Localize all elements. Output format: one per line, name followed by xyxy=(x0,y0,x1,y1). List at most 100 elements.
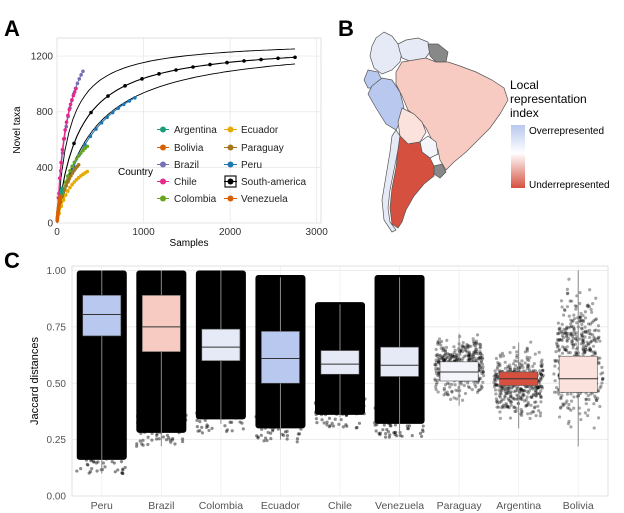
c-point xyxy=(504,391,509,396)
c-point xyxy=(520,398,524,402)
c-point xyxy=(156,423,160,428)
c-point xyxy=(167,436,171,440)
a-point xyxy=(64,183,69,188)
c-point xyxy=(382,407,386,411)
c-point xyxy=(506,404,510,408)
c-point xyxy=(572,327,576,332)
c-point xyxy=(262,439,266,443)
c-box xyxy=(380,346,419,377)
c-point xyxy=(453,383,457,387)
c-point xyxy=(524,403,528,408)
c-point xyxy=(331,424,336,428)
c-point xyxy=(452,345,456,349)
c-point xyxy=(512,405,516,410)
c-point xyxy=(110,460,114,464)
c-box xyxy=(439,361,479,382)
c-point xyxy=(418,406,423,411)
legend-key-dot xyxy=(227,126,234,133)
c-point xyxy=(520,410,524,415)
c-point xyxy=(511,362,516,366)
c-point xyxy=(508,395,513,399)
c-point xyxy=(481,370,485,374)
c-point xyxy=(591,338,595,343)
c-y-tick-label: 1.00 xyxy=(47,266,67,277)
c-point xyxy=(539,364,544,369)
c-point xyxy=(574,331,578,335)
c-point xyxy=(533,405,537,409)
c-point xyxy=(568,299,572,303)
c-point xyxy=(121,451,125,455)
c-point xyxy=(345,395,350,399)
c-point xyxy=(102,448,106,452)
legend-label: Brazil xyxy=(174,160,199,171)
a-point xyxy=(66,189,70,193)
c-point xyxy=(473,347,478,352)
c-point xyxy=(567,314,571,318)
c-point xyxy=(559,337,563,342)
c-point xyxy=(87,446,91,450)
c-point xyxy=(459,382,463,386)
c-point xyxy=(360,398,364,402)
c-point xyxy=(530,385,534,389)
c-point xyxy=(393,431,397,435)
c-point xyxy=(560,331,564,335)
c-point xyxy=(541,369,545,373)
c-point xyxy=(532,410,536,414)
c-point xyxy=(242,411,246,416)
c-point xyxy=(355,402,359,406)
c-point xyxy=(580,322,584,327)
c-point xyxy=(565,339,569,343)
c-point xyxy=(590,320,594,324)
c-point xyxy=(228,420,232,424)
c-point xyxy=(562,347,567,352)
c-point xyxy=(571,346,575,350)
c-point xyxy=(75,469,79,473)
a-point xyxy=(76,162,81,167)
c-point xyxy=(283,430,288,434)
c-category-label: Ecuador xyxy=(261,500,301,512)
legend-key-dot xyxy=(160,126,166,133)
c-point xyxy=(601,371,605,375)
a-point xyxy=(276,56,280,61)
c-point xyxy=(213,414,217,418)
c-point xyxy=(500,351,505,355)
c-point xyxy=(508,365,512,370)
c-point xyxy=(268,425,272,429)
c-point xyxy=(445,381,449,385)
c-point xyxy=(462,383,466,388)
c-point xyxy=(155,432,159,436)
c-point xyxy=(467,352,471,357)
c-point xyxy=(537,392,542,396)
c-point xyxy=(295,415,299,419)
c-point xyxy=(537,392,541,396)
c-point xyxy=(441,346,445,350)
c-point xyxy=(465,342,469,347)
c-point xyxy=(506,366,511,370)
c-point xyxy=(570,319,574,324)
a-point xyxy=(105,115,109,120)
c-point xyxy=(479,357,483,361)
c-point xyxy=(508,391,513,395)
c-point xyxy=(522,389,526,393)
c-point xyxy=(461,345,465,349)
c-point xyxy=(477,356,481,360)
c-point xyxy=(538,369,542,373)
c-point xyxy=(478,349,482,354)
c-point xyxy=(110,449,115,453)
c-point xyxy=(410,411,414,415)
c-point xyxy=(87,450,91,454)
c-point xyxy=(495,375,499,379)
c-point xyxy=(453,355,457,359)
c-point xyxy=(503,366,508,370)
c-point xyxy=(344,413,348,417)
c-point xyxy=(538,414,542,418)
c-y-tick-label: 0.50 xyxy=(47,379,67,390)
c-point xyxy=(233,412,237,416)
c-point xyxy=(478,366,482,370)
c-point xyxy=(506,397,510,401)
c-point xyxy=(560,334,565,338)
panel-label-c: C xyxy=(4,248,20,273)
c-point xyxy=(378,433,382,437)
c-point xyxy=(171,436,175,441)
c-point xyxy=(437,357,441,362)
